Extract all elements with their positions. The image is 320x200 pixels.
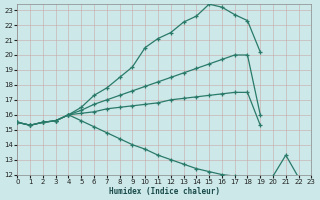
- X-axis label: Humidex (Indice chaleur): Humidex (Indice chaleur): [109, 187, 220, 196]
